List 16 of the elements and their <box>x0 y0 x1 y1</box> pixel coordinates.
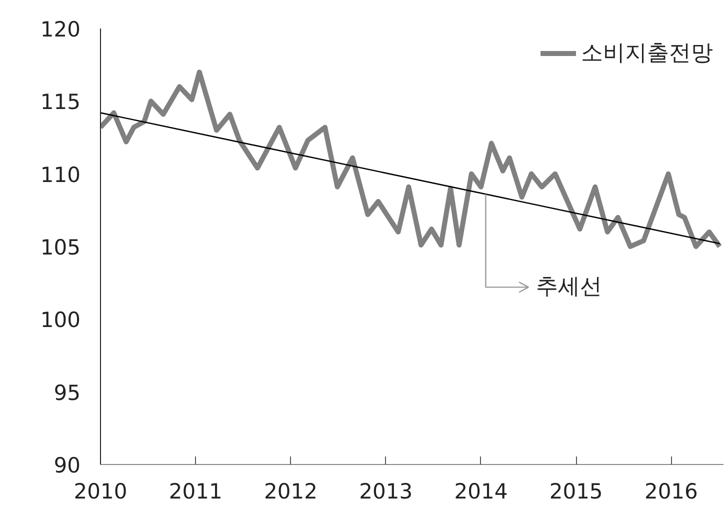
x-tick-label: 2012 <box>264 480 318 504</box>
y-tick-label: 105 <box>40 236 81 260</box>
x-tick-label: 2014 <box>454 480 508 504</box>
y-tick-label: 120 <box>40 18 81 42</box>
x-tick-label: 2016 <box>644 480 698 504</box>
y-tick-label: 100 <box>40 308 81 332</box>
y-tick-label: 95 <box>54 380 81 405</box>
legend-label: 소비지출전망 <box>581 40 713 68</box>
x-tick-label: 2013 <box>359 480 413 504</box>
x-tick-label: 2011 <box>168 480 222 504</box>
y-tick-label: 110 <box>40 162 81 187</box>
x-tick-label: 2015 <box>549 480 603 504</box>
annotation: 추세선 <box>536 274 602 300</box>
y-tick-label: 115 <box>40 90 81 114</box>
y-tick-label: 90 <box>54 454 81 478</box>
x-tick-label: 2010 <box>74 480 128 504</box>
